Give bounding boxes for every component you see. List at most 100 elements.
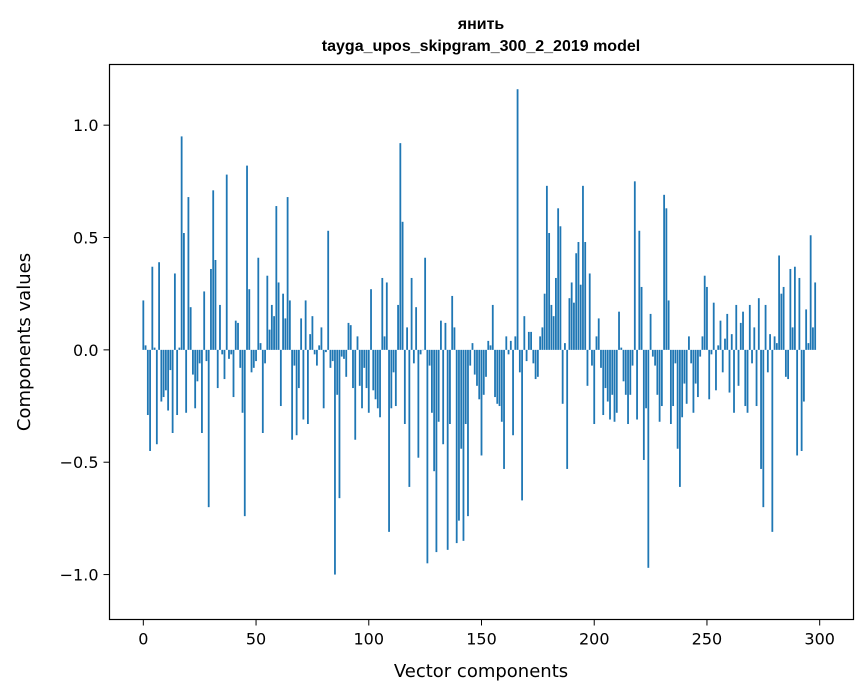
bar-128 xyxy=(431,349,433,413)
bar-91 xyxy=(347,322,350,350)
bar-262 xyxy=(733,349,735,413)
bar-65 xyxy=(288,300,291,350)
bar-0 xyxy=(142,300,145,350)
bar-74 xyxy=(309,334,312,350)
bar-163 xyxy=(509,340,512,350)
bar-156 xyxy=(494,349,496,398)
bar-114 xyxy=(399,143,402,350)
bar-246 xyxy=(697,349,699,398)
bar-21 xyxy=(189,307,192,350)
bar-259 xyxy=(726,313,729,350)
bar-267 xyxy=(744,349,747,407)
bar-217 xyxy=(631,349,634,366)
bar-214 xyxy=(624,349,627,395)
bar-133 xyxy=(442,349,445,445)
bar-110 xyxy=(390,349,393,409)
bar-294 xyxy=(805,309,808,350)
bar-97 xyxy=(361,349,363,409)
bar-75 xyxy=(311,316,314,350)
bar-83 xyxy=(329,349,332,368)
bar-111 xyxy=(392,349,395,373)
bar-49 xyxy=(252,349,255,368)
bar-103 xyxy=(374,349,377,400)
bar-273 xyxy=(757,298,760,350)
bar-80 xyxy=(322,349,325,409)
plot-area-frame xyxy=(108,63,855,621)
bar-224 xyxy=(647,349,650,568)
bar-129 xyxy=(433,349,436,472)
bar-210 xyxy=(615,349,618,413)
bar-264 xyxy=(737,349,740,386)
bar-120 xyxy=(412,349,415,364)
bar-190 xyxy=(570,282,573,350)
bar-229 xyxy=(658,349,661,422)
bar-14 xyxy=(173,273,176,350)
bar-96 xyxy=(358,349,361,386)
bar-249 xyxy=(703,275,706,350)
bar-76 xyxy=(313,349,316,355)
bar-6 xyxy=(155,349,158,445)
bar-287 xyxy=(789,268,792,350)
bar-295 xyxy=(807,343,810,350)
bar-149 xyxy=(478,349,481,400)
bar-50 xyxy=(255,349,257,362)
x-tick-label: 200 xyxy=(579,630,610,649)
bar-208 xyxy=(611,349,614,395)
x-tick-label: 300 xyxy=(804,630,835,649)
bar-115 xyxy=(401,221,404,350)
bar-17 xyxy=(180,136,183,350)
bar-16 xyxy=(178,347,181,350)
bar-135 xyxy=(446,349,449,550)
bar-252 xyxy=(710,349,713,355)
bar-178 xyxy=(543,293,546,350)
y-axis-label: Components values xyxy=(14,253,35,431)
bar-241 xyxy=(685,349,688,404)
bar-296 xyxy=(809,235,812,350)
bar-30 xyxy=(210,268,212,350)
x-axis-label: Vector components xyxy=(394,661,568,682)
bar-284 xyxy=(782,286,785,350)
bar-283 xyxy=(780,293,783,350)
bar-280 xyxy=(773,336,776,350)
bar-202 xyxy=(597,318,600,350)
bar-225 xyxy=(649,313,652,350)
bar-251 xyxy=(708,349,711,400)
bar-104 xyxy=(376,349,379,409)
bar-211 xyxy=(618,311,620,350)
bar-282 xyxy=(778,255,780,350)
bar-263 xyxy=(735,304,738,350)
bar-157 xyxy=(496,349,499,404)
bar-276 xyxy=(764,304,767,350)
bar-73 xyxy=(307,349,309,425)
bar-47 xyxy=(248,289,251,350)
bar-234 xyxy=(669,349,672,425)
bar-18 xyxy=(183,233,185,350)
bar-90 xyxy=(345,349,348,377)
bar-277 xyxy=(766,349,769,373)
bar-293 xyxy=(803,349,805,402)
bar-26 xyxy=(201,349,203,433)
bar-274 xyxy=(760,349,762,469)
bar-160 xyxy=(503,349,505,469)
bar-179 xyxy=(545,185,548,350)
bar-288 xyxy=(791,327,794,350)
bar-71 xyxy=(302,349,305,420)
bar-286 xyxy=(787,349,790,380)
bar-102 xyxy=(372,349,375,391)
bar-93 xyxy=(352,349,354,389)
bar-240 xyxy=(683,349,686,384)
bar-64 xyxy=(286,197,289,350)
bar-89 xyxy=(343,349,345,359)
chart-subtitle: tayga_upos_skipgram_300_2_2019 model xyxy=(322,38,640,55)
bar-244 xyxy=(692,349,695,413)
bar-171 xyxy=(527,331,530,350)
bar-297 xyxy=(812,327,814,350)
bar-196 xyxy=(584,242,587,350)
bar-143 xyxy=(464,349,467,425)
bar-193 xyxy=(577,242,580,350)
bar-298 xyxy=(814,282,817,350)
bar-197 xyxy=(586,349,589,386)
bar-127 xyxy=(428,349,431,366)
bar-58 xyxy=(273,316,275,350)
bar-12 xyxy=(169,349,172,371)
